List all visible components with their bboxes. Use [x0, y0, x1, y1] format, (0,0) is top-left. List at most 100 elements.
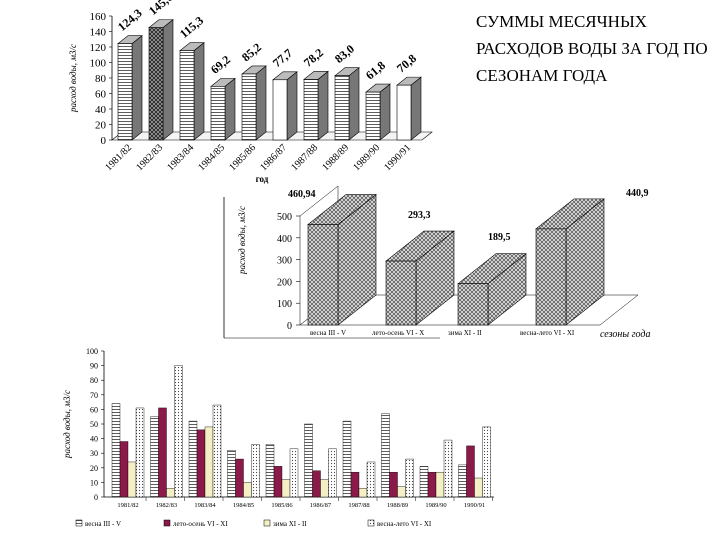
- chart2-x-tick-label: весна III - V: [310, 329, 346, 337]
- chart2-bar: [385, 260, 417, 326]
- chart1-bar: [117, 43, 133, 141]
- chart1-y-tick-label: 80: [95, 73, 107, 85]
- chart3-bar: [320, 479, 329, 498]
- chart1-y-tick-label: 40: [95, 104, 107, 116]
- chart1-bar-side: [193, 42, 205, 141]
- chart1-x-tick-label: 1985/86: [227, 142, 258, 173]
- chart3-y-tick-label: 60: [90, 405, 98, 414]
- chart3-bar: [227, 450, 236, 498]
- chart3-legend-label: лето-осень VI - XI: [173, 520, 228, 528]
- chart2-bar: [457, 283, 489, 326]
- chart1-x-tick-label: 1986/87: [258, 142, 289, 173]
- chart1-bar: [334, 75, 350, 141]
- chart3-y-tick-label: 0: [94, 493, 98, 502]
- chart1-data-label: 124,3: [115, 6, 145, 34]
- chart3-x-tick-label: 1989/90: [425, 502, 446, 509]
- chart1-data-label: 145,0: [146, 0, 176, 18]
- chart2-x-axis-label: сезоны года: [600, 329, 650, 340]
- chart3-bar: [150, 416, 159, 498]
- chart3-bar: [111, 403, 121, 498]
- chart1-data-label: 115,3: [177, 13, 206, 41]
- chart3-y-tick-label: 10: [90, 478, 98, 487]
- chart3-bar: [188, 420, 198, 498]
- chart3-x-tick-label: 1984/85: [233, 502, 254, 509]
- chart1-x-tick-label: 1988/89: [320, 142, 351, 173]
- chart1-bar: [272, 79, 288, 141]
- chart3-bar: [281, 479, 291, 498]
- chart1-x-tick-label: 1989/90: [351, 142, 382, 173]
- chart3-bar: [482, 426, 491, 498]
- chart2-x-tick-label: весна-лето VI - XI: [520, 329, 575, 337]
- chart3-x-tick-label: 1986/87: [310, 502, 332, 509]
- chart1-bar-side: [379, 83, 391, 141]
- chart3-y-tick-label: 90: [90, 362, 98, 371]
- chart3-bar: [458, 464, 467, 498]
- chart1-bar: [365, 91, 381, 141]
- chart3-y-tick-label: 50: [90, 420, 98, 429]
- chart3-x-tick-label: 1988/89: [387, 502, 408, 509]
- chart2-y-tick-label: 200: [277, 277, 292, 288]
- chart3-bar: [405, 458, 414, 498]
- chart3-y-tick-label: 20: [90, 464, 98, 473]
- chart1-y-tick-label: 0: [101, 135, 107, 147]
- chart2-data-label: 189,5: [488, 232, 511, 243]
- chart3-bar: [389, 471, 398, 498]
- chart1-data-label: 83,0: [332, 42, 357, 66]
- chart1-bar: [148, 27, 164, 141]
- chart3-bar: [474, 477, 483, 498]
- chart3-y-tick-label: 30: [90, 449, 98, 458]
- slide-title: СУММЫ МЕСЯЧНЫХ РАСХОДОВ ВОДЫ ЗА ГОД ПО С…: [476, 12, 708, 85]
- chart3-bar: [366, 461, 376, 498]
- chart2-y-tick-label: 100: [277, 299, 292, 310]
- chart1-y-tick-label: 160: [90, 11, 107, 23]
- chart3-x-tick-label: 1982/83: [156, 502, 177, 509]
- chart1-data-label: 78,2: [301, 45, 326, 69]
- chart1-x-tick-label: 1990/91: [382, 142, 413, 173]
- chart2-y-tick-label: 0: [287, 321, 292, 332]
- chart1-data-label: 77,7: [270, 46, 295, 70]
- chart3-bar: [342, 420, 352, 498]
- chart2-data-label: 440,9: [626, 188, 649, 199]
- chart1-data-label: 85,2: [239, 40, 264, 64]
- chart3-legend-swatch: [163, 519, 171, 527]
- chart2-y-axis-label: расход воды, м3/с: [237, 206, 247, 275]
- chart1-data-label: 69,2: [208, 52, 233, 76]
- chart3-y-tick-label: 70: [90, 391, 98, 400]
- chart3-bar: [273, 466, 283, 498]
- chart2-y-tick-label: 400: [277, 234, 292, 245]
- chart3-x-tick-label: 1987/88: [348, 502, 369, 509]
- chart3-bar: [358, 488, 368, 498]
- chart3-bar: [350, 471, 360, 498]
- chart3-bar: [265, 444, 275, 498]
- chart1-x-axis-label: год: [256, 174, 269, 184]
- chart3-bar: [435, 471, 445, 498]
- chart3-y-tick-label: 40: [90, 435, 98, 444]
- chart3-bar: [328, 448, 337, 498]
- chart3-bar: [289, 448, 299, 498]
- chart1-x-tick-label: 1983/84: [165, 142, 196, 173]
- chart2-y-tick-label: 300: [277, 256, 292, 267]
- chart2-bar: [307, 224, 339, 326]
- chart2-x-tick-label: зима XI - II: [448, 329, 482, 337]
- chart3-y-axis-label: расход воды, м3/с: [62, 390, 72, 459]
- chart3-bar: [166, 488, 175, 498]
- chart2-y-tick-label: 500: [277, 212, 292, 223]
- chart1-bar: [303, 79, 319, 141]
- chart3-bar: [312, 470, 321, 498]
- chart3-y-tick-label: 80: [90, 376, 98, 385]
- chart1-bar-side: [224, 77, 236, 141]
- chart1-bar: [241, 73, 257, 141]
- chart3-legend-swatch: [75, 519, 83, 527]
- chart1-bar-side: [410, 76, 422, 141]
- chart1-bar-side: [255, 65, 267, 141]
- chart1-data-label: 70,8: [394, 51, 419, 75]
- chart2-data-label: 460,94: [288, 189, 316, 200]
- chart1-bar-side: [348, 67, 360, 141]
- chart1-y-tick-label: 100: [90, 58, 107, 70]
- chart3-bar: [466, 445, 475, 498]
- chart3-bar: [381, 413, 390, 498]
- chart1-bar: [179, 50, 195, 141]
- chart1-y-tick-label: 140: [90, 27, 107, 39]
- chart3-bar: [127, 461, 137, 498]
